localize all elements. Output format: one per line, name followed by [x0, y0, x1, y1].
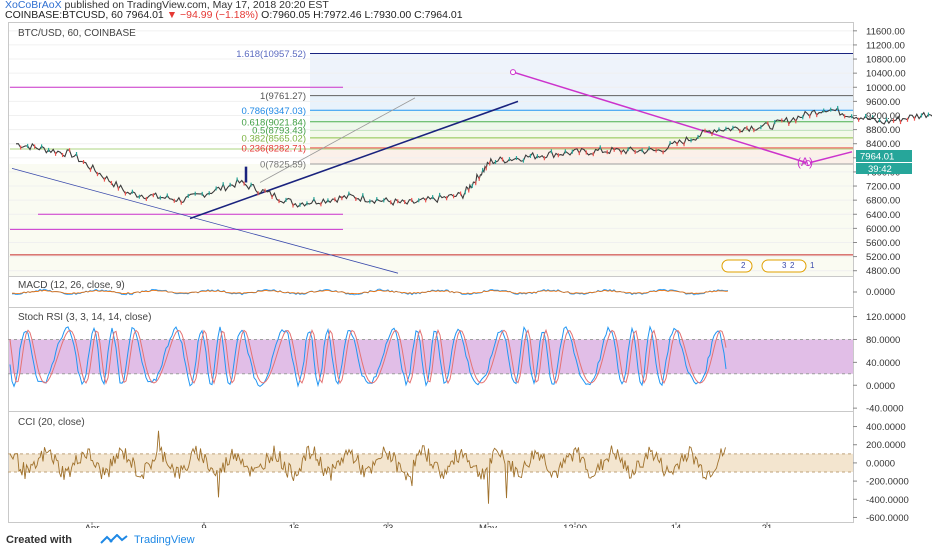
fib-label: 0.786(9347.03) — [242, 106, 306, 117]
price-change: −94.99 (−1.18%) — [180, 9, 259, 21]
x-tick-label: May — [479, 523, 497, 528]
y-tick-label: 10400.00 — [866, 69, 906, 80]
price-axis[interactable]: 4800.00 5200.00 5600.00 6000.00 6400.00 6800.… — [853, 26, 906, 277]
y-tick-label: 200.0000 — [866, 440, 906, 451]
y-tick-label: 9200.00 — [866, 111, 900, 122]
stoch-rsi-label: Stoch RSI (3, 3, 14, 14, close) — [18, 312, 151, 323]
indicator-panes: 0.0000 120.0000 80.0000 40.0000 0.0000 -40.00… — [8, 287, 909, 524]
wave-mark-3: 3 — [782, 261, 787, 270]
price-line — [15, 106, 932, 208]
fib-band — [310, 129, 853, 138]
macd-line — [11, 288, 729, 296]
y-tick-label: 80.0000 — [866, 335, 900, 346]
wave-mark-2: 2 — [741, 261, 746, 270]
wave-projection-line — [512, 71, 809, 164]
wave-projection-line-b — [807, 151, 853, 164]
y-tick-label: 6400.00 — [866, 210, 900, 221]
trend-drawings[interactable] — [10, 69, 853, 274]
time-axis[interactable]: Apr 9 16 23 May 12:00 14 21 — [85, 522, 773, 528]
x-tick-label: 14 — [671, 523, 682, 528]
cci-label: CCI (20, close) — [18, 417, 85, 428]
stoch-d-line — [9, 328, 727, 385]
fib-label: 0.236(8282.71) — [242, 143, 306, 154]
macd-label: MACD (12, 26, close, 9) — [18, 280, 125, 291]
fib-band — [310, 95, 853, 111]
y-tick-label: 5200.00 — [866, 252, 900, 263]
y-tick-label: 10000.00 — [866, 83, 906, 94]
fib-label: 0.382(8565.02) — [242, 133, 306, 144]
x-tick-label: Apr — [85, 523, 100, 528]
y-tick-label: 11200.00 — [866, 40, 905, 51]
elliott-wave-badges[interactable]: 2 3 2 1 — [721, 259, 815, 273]
y-tick-label: 400.0000 — [866, 422, 906, 433]
wave-mark-1: 1 — [810, 261, 815, 270]
x-tick-label: 16 — [289, 523, 300, 528]
projection-point-b — [805, 160, 811, 167]
publish-line: XoCoBrAoX published on TradingView.com, … — [5, 0, 329, 11]
y-tick-label: -400.0000 — [866, 495, 909, 506]
down-arrow-icon: ▼ — [166, 9, 178, 21]
y-tick-label: 5600.00 — [866, 238, 900, 249]
wave-mark-2b: 2 — [790, 261, 795, 270]
projection-point — [510, 69, 516, 76]
last-price: 7964.01 — [125, 9, 164, 21]
fib-band — [310, 147, 853, 164]
tradingview-brand[interactable]: TradingView — [134, 534, 195, 546]
author-name[interactable]: XoCoBrAoX — [5, 0, 62, 11]
symbol-line: COINBASE:BTCUSD, 60 7964.01 ▼ −94.99 (−1… — [5, 10, 463, 21]
downtrend-line — [11, 168, 399, 274]
y-tick-label: 11600.00 — [866, 26, 905, 37]
fib-label: 0.5(8793.43) — [252, 125, 306, 136]
y-tick-label: 8400.00 — [866, 139, 900, 150]
y-tick-label: 120.0000 — [866, 312, 906, 323]
ohlc-values: O:7960.05 H:7972.46 L:7930.00 C:7964.01 — [261, 9, 463, 21]
y-tick-label: 6800.00 — [866, 196, 900, 207]
cci-line — [9, 430, 726, 504]
countdown: 39:42 — [868, 164, 892, 175]
fib-band — [310, 53, 853, 96]
signal-line — [11, 289, 729, 295]
fib-label: 0(7825.59) — [260, 159, 306, 170]
uptrend-line — [189, 100, 519, 220]
publish-info: published on TradingView.com, May 17, 20… — [64, 0, 329, 11]
x-tick-label: 9 — [201, 523, 206, 528]
wave-a-label: (A) — [797, 155, 813, 169]
y-tick-label: 4800.00 — [866, 266, 900, 277]
footer: Created with TradingView — [0, 528, 932, 550]
y-tick-label: 10800.00 — [866, 55, 906, 66]
fib-label: 1(9761.27) — [260, 91, 306, 102]
x-tick-label: 12:00 — [563, 523, 587, 528]
chart-canvas[interactable]: 1.618(10957.52)1(9761.27)0.786(9347.03)0… — [0, 0, 932, 528]
fib-band-lower — [9, 163, 853, 276]
y-tick-label: 8800.00 — [866, 125, 900, 136]
y-tick-label: 6000.00 — [866, 224, 900, 235]
y-tick-label: 0.0000 — [866, 381, 895, 392]
created-with-text: Created with — [6, 534, 73, 546]
stoch-k-line — [9, 325, 727, 388]
fib-band — [310, 110, 853, 122]
symbol: COINBASE:BTCUSD, 60 — [5, 9, 123, 21]
y-tick-label: 0.0000 — [866, 458, 895, 469]
fib-label: 1.618(10957.52) — [236, 49, 306, 60]
fib-band — [310, 137, 853, 148]
price-tag-value: 7964.01 — [860, 152, 894, 163]
y-tick-label: 0.0000 — [866, 287, 895, 298]
x-tick-label: 21 — [762, 523, 773, 528]
fibonacci-labels: 1.618(10957.52)1(9761.27)0.786(9347.03)0… — [236, 49, 306, 170]
main-pane-label: BTC/USD, 60, COINBASE — [18, 28, 136, 39]
y-tick-label: 7200.00 — [866, 182, 900, 193]
y-tick-label: -40.0000 — [866, 404, 904, 415]
y-tick-label: -600.0000 — [866, 513, 909, 524]
fib-band — [310, 121, 853, 130]
fib-label: 0.618(9021.84) — [242, 117, 306, 128]
tradingview-logo-icon — [100, 534, 128, 544]
x-tick-label: 23 — [383, 523, 394, 528]
y-tick-label: 40.0000 — [866, 358, 900, 369]
channel-line — [259, 97, 416, 183]
y-tick-label: 9600.00 — [866, 97, 900, 108]
last-price-tag: 7964.01 39:42 — [856, 150, 912, 175]
y-tick-label: -200.0000 — [866, 477, 909, 488]
chart-header: XoCoBrAoX published on TradingView.com, … — [0, 0, 932, 22]
price-series — [15, 105, 932, 208]
